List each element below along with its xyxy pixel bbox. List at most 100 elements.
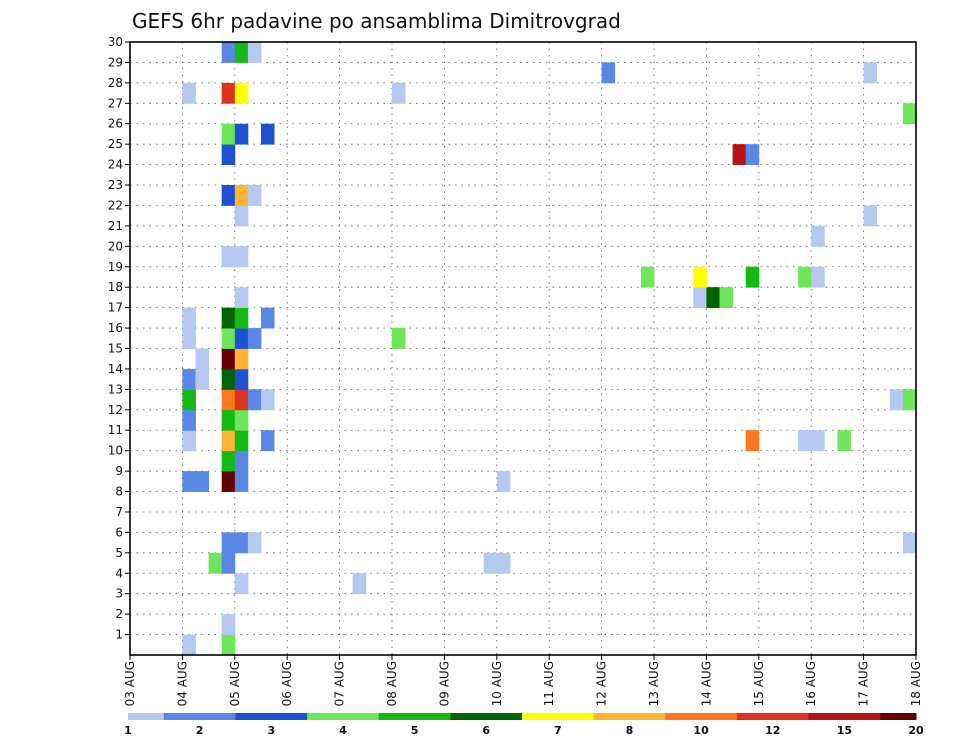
heatmap-cell: [221, 328, 236, 349]
legend-label: 8: [626, 724, 634, 737]
heatmap-cell: [221, 450, 236, 472]
y-tick-label: 27: [108, 96, 123, 110]
heatmap-cell: [247, 532, 262, 554]
heatmap-cell: [234, 82, 249, 104]
heatmap-cell: [745, 430, 760, 452]
y-tick-label: 11: [108, 423, 123, 437]
y-tick-label: 15: [108, 342, 123, 356]
legend-label: 20: [908, 724, 924, 737]
heatmap-cell: [182, 307, 196, 329]
heatmap-cell: [221, 532, 236, 554]
heatmap-cell: [863, 205, 878, 227]
x-tick-label: 15 AUG: [752, 661, 766, 706]
x-tick-label: 18 AUG: [909, 661, 923, 706]
y-tick-label: 22: [108, 198, 123, 212]
legend-label: 12: [765, 724, 780, 737]
legend-swatch: [235, 713, 308, 720]
heatmap-cell: [352, 573, 367, 595]
axes: 1234567891011121314151617181920212223242…: [108, 35, 923, 706]
heatmap-cell: [798, 430, 812, 452]
legend-swatch: [163, 713, 236, 720]
heatmap-cell: [706, 287, 720, 309]
heatmap-cell: [601, 62, 616, 84]
y-tick-label: 20: [108, 239, 123, 253]
heatmap-cell: [221, 307, 236, 329]
heatmap-cell: [195, 368, 209, 390]
heatmap-cell: [221, 348, 236, 370]
heatmap-cell: [483, 552, 498, 574]
heatmap-cell: [640, 266, 655, 288]
legend-swatch: [522, 713, 595, 720]
x-tick-label: 09 AUG: [437, 661, 451, 706]
heatmap-cell: [234, 368, 249, 390]
heatmap-cell: [234, 573, 249, 595]
x-tick-label: 03 AUG: [123, 661, 137, 706]
heatmap-cell: [234, 409, 249, 431]
heatmap-cell: [221, 614, 236, 635]
heatmap-cell: [234, 430, 249, 452]
heatmap-cell: [221, 471, 236, 492]
heatmap-cell: [234, 307, 249, 329]
heatmap-cell: [234, 471, 249, 492]
heatmap-cell: [693, 287, 707, 309]
heatmap-cell: [392, 328, 406, 349]
heatmap-cell: [811, 430, 825, 452]
y-tick-label: 26: [108, 117, 123, 131]
heatmap-cell: [261, 123, 275, 145]
heatmap-cell: [182, 634, 196, 656]
heatmap-cell: [221, 368, 236, 390]
x-tick-label: 12 AUG: [595, 661, 609, 706]
y-tick-label: 8: [115, 485, 123, 499]
y-tick-label: 9: [115, 464, 123, 478]
heatmap-cell: [234, 328, 249, 349]
heatmap-cell: [234, 389, 249, 411]
heatmap-cell: [247, 389, 262, 411]
y-tick-label: 4: [115, 566, 123, 580]
heatmap-cell: [234, 205, 249, 227]
heatmap-cell: [221, 42, 236, 63]
legend-label: 7: [554, 724, 562, 737]
heatmap-cell: [811, 225, 825, 247]
y-tick-label: 30: [108, 35, 123, 49]
heatmap-cell: [247, 42, 262, 63]
y-tick-label: 21: [108, 219, 123, 233]
heatmap-cell: [182, 389, 196, 411]
y-tick-label: 17: [108, 301, 123, 315]
heatmap-cell: [261, 389, 275, 411]
x-tick-label: 11 AUG: [542, 661, 556, 706]
heatmap-cell: [221, 82, 236, 104]
y-tick-label: 19: [108, 260, 123, 274]
x-tick-label: 10 AUG: [490, 661, 504, 706]
heatmap-cell: [496, 471, 511, 492]
heatmap-cell: [195, 348, 209, 370]
x-tick-label: 13 AUG: [647, 661, 661, 706]
heatmap-cell: [902, 389, 917, 411]
legend-swatch: [736, 713, 810, 720]
chart-title: GEFS 6hr padavine po ansamblima Dimitrov…: [132, 9, 621, 33]
legend-swatch: [128, 713, 165, 720]
heatmap-cell: [234, 287, 249, 309]
y-tick-label: 7: [115, 505, 123, 519]
heatmap-cell: [221, 552, 236, 574]
heatmap-cell: [811, 266, 825, 288]
legend-swatch: [808, 713, 881, 720]
heatmap-cell: [221, 185, 236, 206]
heatmap-cell: [745, 144, 760, 165]
legend-label: 5: [411, 724, 419, 737]
heatmap-cell: [221, 389, 236, 411]
y-tick-label: 16: [108, 321, 123, 335]
heatmap-cell: [261, 430, 275, 452]
heatmap-cell: [182, 409, 196, 431]
legend-swatch: [450, 713, 523, 720]
legend-label: 3: [267, 724, 275, 737]
heatmap-cell: [234, 532, 249, 554]
heatmap-cell: [182, 82, 196, 104]
legend-label: 2: [196, 724, 204, 737]
y-tick-label: 10: [108, 444, 123, 458]
heatmap-cell: [247, 328, 262, 349]
x-tick-label: 07 AUG: [333, 661, 347, 706]
y-tick-label: 24: [108, 158, 123, 172]
x-tick-label: 05 AUG: [228, 661, 242, 706]
y-tick-label: 14: [108, 362, 123, 376]
